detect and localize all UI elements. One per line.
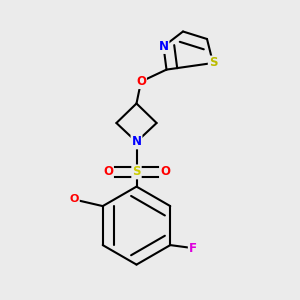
Text: O: O: [136, 75, 146, 88]
Text: N: N: [131, 135, 142, 148]
Text: N: N: [158, 40, 169, 53]
Text: S: S: [209, 56, 217, 70]
Text: F: F: [189, 242, 197, 255]
Text: S: S: [132, 165, 141, 178]
Text: O: O: [160, 165, 170, 178]
Text: O: O: [103, 165, 113, 178]
Text: O: O: [70, 194, 79, 205]
